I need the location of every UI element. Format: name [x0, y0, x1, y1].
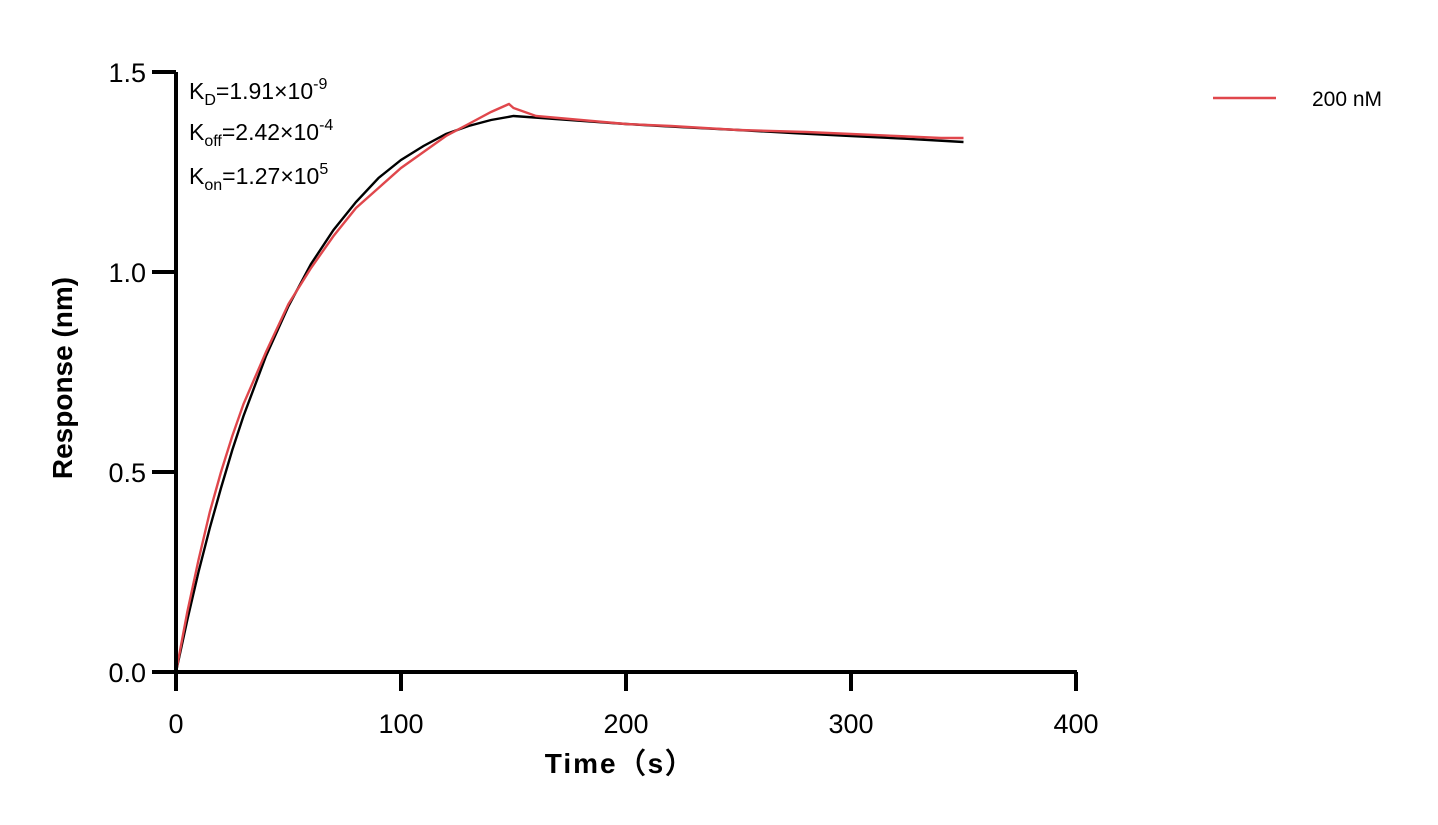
legend-label: 200 nM — [1312, 88, 1382, 111]
koff-annotation: Koff=2.42×10-4 — [189, 117, 333, 150]
x-tick-label: 300 — [828, 709, 873, 739]
x-tick-label: 400 — [1053, 709, 1098, 739]
x-tick-label: 100 — [378, 709, 423, 739]
y-tick-label: 0.0 — [108, 658, 146, 688]
legend: 200 nM — [1213, 88, 1382, 111]
data-line — [174, 102, 964, 673]
fit-line — [174, 114, 964, 673]
x-tick-label: 0 — [168, 709, 183, 739]
y-axis-title: Response (nm) — [47, 277, 78, 479]
x-axis-ticks: 0 100 200 300 400 — [168, 672, 1099, 739]
kd-annotation: KD=1.91×10-9 — [189, 76, 327, 109]
y-tick-label: 1.5 — [108, 58, 146, 88]
y-tick-label: 0.5 — [108, 458, 146, 488]
kon-annotation: Kon=1.27×105 — [189, 161, 328, 194]
y-axis-ticks: 0.0 0.5 1.0 1.5 — [108, 58, 176, 688]
x-axis-title: Time（s） — [545, 747, 695, 779]
x-tick-label: 200 — [603, 709, 648, 739]
y-tick-label: 1.0 — [108, 258, 146, 288]
